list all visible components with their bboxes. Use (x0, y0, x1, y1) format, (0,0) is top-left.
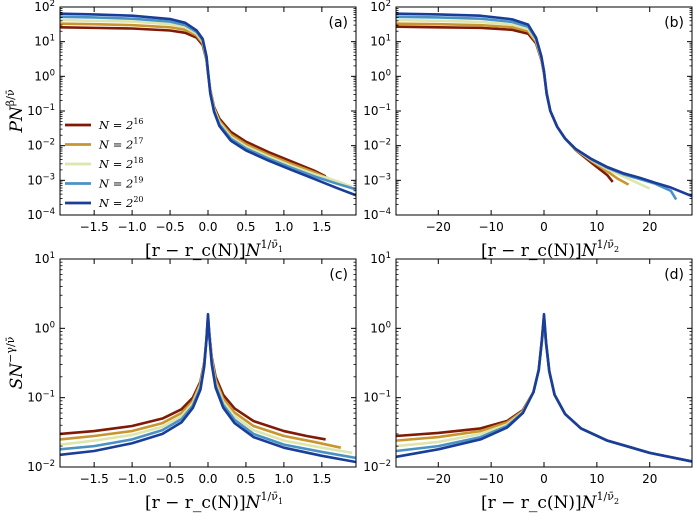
x-tick-label: −1.0 (118, 220, 147, 234)
y-tick-label: 100 (370, 68, 391, 83)
x-tick-label: −1.5 (80, 220, 109, 234)
y-tick-label: 10−2 (363, 459, 391, 474)
legend-label: N = 220 (98, 195, 144, 210)
y-tick-label: 101 (370, 34, 391, 49)
x-axis-label: [r − r_c(N)]N1/ν̄2 (481, 238, 619, 261)
x-tick-label: −10 (478, 472, 503, 486)
panel-label: (a) (328, 15, 348, 31)
panel-label: (d) (664, 267, 684, 283)
series-line-b-N=2^18 (396, 18, 651, 190)
y-tick-label: 10−2 (363, 138, 391, 153)
x-tick-label: 20 (642, 472, 657, 486)
y-tick-label: 10−2 (27, 138, 55, 153)
series-line-b-N=2^16 (396, 25, 614, 183)
x-axis-label: [r − r_c(N)]N1/ν̄1 (145, 490, 283, 513)
panel-label: (c) (329, 267, 348, 283)
x-axis-label: [r − r_c(N)]N1/ν̄1 (145, 238, 283, 261)
x-tick-label: −0.5 (155, 220, 184, 234)
x-tick-label: −1.0 (118, 472, 147, 486)
series-line-b-N=2^20 (396, 12, 692, 198)
y-tick-label: 10−3 (27, 172, 55, 187)
series-line-c-N=2^20 (60, 312, 356, 464)
legend-label: N = 217 (98, 137, 144, 152)
y-axis-label: PNβ/ν̄ (4, 89, 27, 133)
x-tick-label: −0.5 (155, 472, 184, 486)
series-line-d-N=2^18 (396, 315, 692, 463)
series-line-d-N=2^20 (396, 312, 692, 463)
x-tick-label: 0 (540, 472, 548, 486)
x-tick-label: 10 (589, 220, 604, 234)
legend-item: N = 220 (65, 195, 144, 210)
y-tick-label: 10−3 (363, 172, 391, 187)
y-tick-label: 100 (34, 320, 55, 335)
x-tick-label: 1.5 (312, 220, 331, 234)
legend-item: N = 219 (65, 176, 144, 191)
y-tick-label: 10−1 (363, 390, 391, 405)
legend: N = 216 N = 217 N = 218 N = 219 N = 220 (65, 117, 144, 210)
panel-c: −1.5 −1.0 −0.5 0.0 0.5 1.0 1.5 10−2 10−1 100 101 (c… (4, 251, 357, 513)
y-tick-label: 10−4 (27, 207, 55, 222)
x-tick-label: 1.0 (274, 472, 293, 486)
series-line-a-N=2^20 (60, 12, 356, 197)
series-line-a-N=2^16 (60, 25, 327, 178)
legend-item: N = 218 (65, 156, 144, 171)
y-tick-label: 10−1 (363, 103, 391, 118)
legend-label: N = 218 (98, 156, 144, 171)
x-tick-label: 0 (540, 220, 548, 234)
series-line-d-N=2^19 (396, 314, 692, 463)
legend-label: N = 219 (98, 176, 144, 191)
y-tick-label: 10−1 (27, 390, 55, 405)
x-tick-label: 0.0 (198, 472, 217, 486)
x-tick-label: 1.0 (274, 220, 293, 234)
x-tick-label: 20 (642, 220, 657, 234)
series-line-c-N=2^16 (60, 319, 326, 441)
x-tick-label: −20 (426, 220, 451, 234)
y-axis-label: SN−γ/ν̄ (4, 336, 27, 389)
x-tick-label: −10 (478, 220, 503, 234)
panel-b: −20 −10 0 10 20 10−4 10−3 10−2 10−1 100 101 102 (b) [… (363, 0, 693, 261)
y-tick-label: 101 (370, 251, 391, 266)
panel-a: −1.5 −1.0 −0.5 0.0 0.5 1.0 1.5 10−4 10−3 10−2 10−1… (4, 0, 357, 261)
y-tick-label: 10−4 (363, 207, 391, 222)
y-tick-label: 100 (370, 320, 391, 335)
axes-frame (395, 6, 693, 216)
x-tick-label: 10 (589, 472, 604, 486)
y-tick-label: 101 (34, 251, 55, 266)
legend-item: N = 217 (65, 137, 144, 152)
panel-label: (b) (664, 15, 684, 31)
x-tick-label: −20 (426, 472, 451, 486)
y-tick-label: 100 (34, 68, 55, 83)
legend-item: N = 216 (65, 117, 144, 132)
x-tick-label: 0.5 (236, 472, 255, 486)
panel-d: −20 −10 0 10 20 10−2 10−1 100 101 (d) [r − r_c(N)]… (363, 251, 693, 513)
y-tick-label: 10−2 (27, 459, 55, 474)
x-tick-label: 1.5 (312, 472, 331, 486)
y-tick-label: 101 (34, 34, 55, 49)
x-tick-label: 0.5 (236, 220, 255, 234)
x-tick-label: −1.5 (80, 472, 109, 486)
y-tick-label: 102 (370, 0, 391, 14)
x-tick-label: 0.0 (198, 220, 217, 234)
y-tick-label: 10−1 (27, 103, 55, 118)
series-line-d-N=2^17 (396, 316, 692, 463)
legend-label: N = 216 (98, 117, 144, 132)
y-tick-label: 102 (34, 0, 55, 14)
x-axis-label: [r − r_c(N)]N1/ν̄2 (481, 490, 619, 513)
